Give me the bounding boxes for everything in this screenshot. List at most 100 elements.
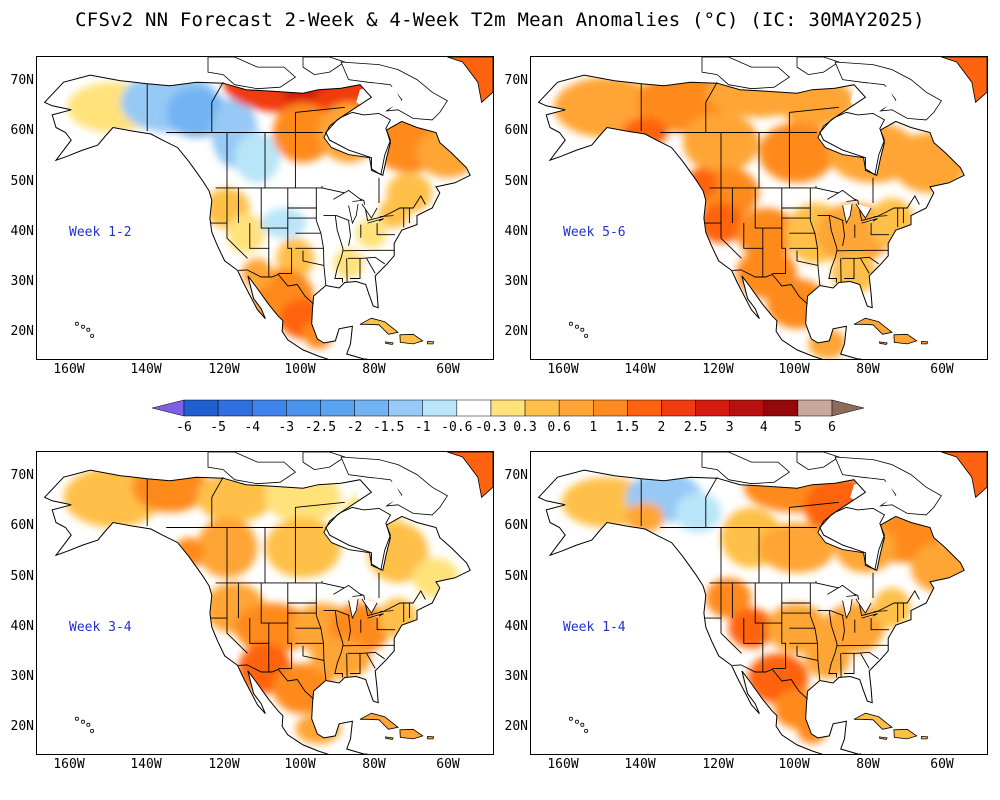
state-border	[334, 215, 344, 283]
colorbar-end-left	[151, 399, 185, 417]
great-lake	[333, 584, 363, 597]
state-border	[860, 653, 870, 669]
lon-tick-label: 60W	[436, 757, 460, 772]
anomaly-blob	[242, 258, 273, 289]
arctic-island	[340, 61, 448, 121]
state-border	[817, 215, 844, 222]
state-border	[249, 223, 270, 277]
lon-tick-label: 60W	[436, 362, 460, 377]
caribbean-island	[359, 317, 399, 335]
lon-tick-label: 120W	[702, 757, 734, 772]
great-lake	[361, 598, 378, 614]
great-lake	[855, 598, 872, 614]
state-border	[817, 610, 844, 617]
colorbar-tick-label: -0.6	[441, 420, 473, 435]
state-border	[720, 618, 742, 654]
great-lake	[333, 189, 363, 202]
caribbean-island	[359, 712, 399, 730]
anomaly-blob	[892, 132, 965, 193]
lon-tick-label: 160W	[547, 362, 579, 377]
state-border	[860, 258, 870, 274]
hawaii-island	[568, 716, 573, 721]
lon-tick-label: 140W	[624, 362, 656, 377]
state-border	[720, 223, 742, 259]
colorbar-tick-label: 2.5	[683, 420, 708, 435]
great-lake	[827, 584, 857, 597]
anomaly-blob	[173, 537, 205, 568]
state-border	[334, 610, 344, 678]
land-base	[44, 75, 471, 359]
caribbean-island	[399, 728, 424, 740]
lat-tick-label: 70N	[504, 468, 528, 483]
colorbar-swatch	[217, 399, 253, 417]
map-canvas	[537, 57, 987, 359]
anomaly-blob	[417, 127, 471, 178]
map-panel-week-3-4: Week 3-4	[36, 451, 494, 755]
lon-tick-label: 120W	[208, 757, 240, 772]
state-border	[376, 223, 395, 236]
anomaly-blob	[626, 502, 664, 533]
lat-tick-label: 60N	[10, 518, 34, 533]
anomaly-blob	[759, 522, 835, 573]
state-border	[323, 215, 350, 222]
state-border	[347, 651, 385, 660]
lon-tick-label: 160W	[53, 757, 85, 772]
lon-tick-label: 80W	[362, 362, 386, 377]
caribbean-island	[921, 340, 929, 345]
great-lake	[348, 203, 359, 225]
lat-tick-label: 20N	[10, 324, 34, 339]
state-border	[260, 582, 289, 624]
hawaii-island	[580, 327, 585, 332]
figure-title: CFSv2 NN Forecast 2-Week & 4-Week T2m Me…	[75, 9, 925, 31]
state-border	[842, 220, 845, 246]
lon-tick-label: 80W	[856, 362, 880, 377]
caribbean-island	[878, 736, 888, 740]
panel-label: Week 5-6	[563, 225, 626, 240]
lon-tick-label: 80W	[856, 757, 880, 772]
state-border	[302, 250, 324, 266]
caribbean-island	[853, 712, 893, 730]
hawaii-island	[86, 327, 91, 332]
arctic-island	[701, 57, 791, 90]
arctic-island	[701, 452, 791, 485]
state-border	[732, 269, 808, 305]
state-border	[294, 106, 345, 133]
caribbean-island	[921, 735, 929, 740]
map-canvas	[43, 57, 493, 359]
lat-tick-label: 50N	[504, 569, 528, 584]
state-border	[348, 220, 351, 246]
colorbar-swatch	[729, 399, 765, 417]
colorbar-tick-label: -1	[414, 420, 431, 435]
state-border	[249, 618, 270, 672]
coastline	[537, 469, 965, 754]
colorbar-swatch	[388, 399, 423, 417]
lon-tick-label: 140W	[130, 757, 162, 772]
anomaly-blob	[227, 213, 265, 254]
arctic-island	[302, 452, 346, 471]
anomaly-blob	[797, 713, 828, 744]
anomaly-blob	[310, 638, 372, 679]
lon-tick-label: 100W	[284, 757, 316, 772]
anomaly-blob	[705, 577, 752, 619]
colorbar-tick-label: -5	[210, 420, 226, 435]
state-border	[211, 582, 228, 619]
arctic-island	[834, 61, 942, 121]
anomaly-blob	[303, 318, 334, 349]
colorbar-tick-label: -6	[176, 420, 192, 435]
anomaly-blob	[265, 517, 341, 578]
colorbar-tick-label: 4	[759, 420, 768, 435]
anomaly-blob	[759, 122, 835, 183]
map-canvas	[537, 452, 987, 754]
state-border	[347, 256, 385, 265]
great-lake	[367, 613, 384, 619]
great-lake	[379, 215, 394, 217]
state-border	[211, 81, 224, 133]
colorbar-tick-label: -4	[244, 420, 261, 435]
lat-tick-label: 40N	[504, 224, 528, 239]
state-border	[743, 223, 764, 277]
lat-tick-label: 60N	[504, 518, 528, 533]
state-border	[705, 476, 718, 528]
anomaly-blob	[295, 713, 342, 744]
colorbar-swatch	[524, 399, 560, 417]
state-border	[315, 582, 327, 681]
